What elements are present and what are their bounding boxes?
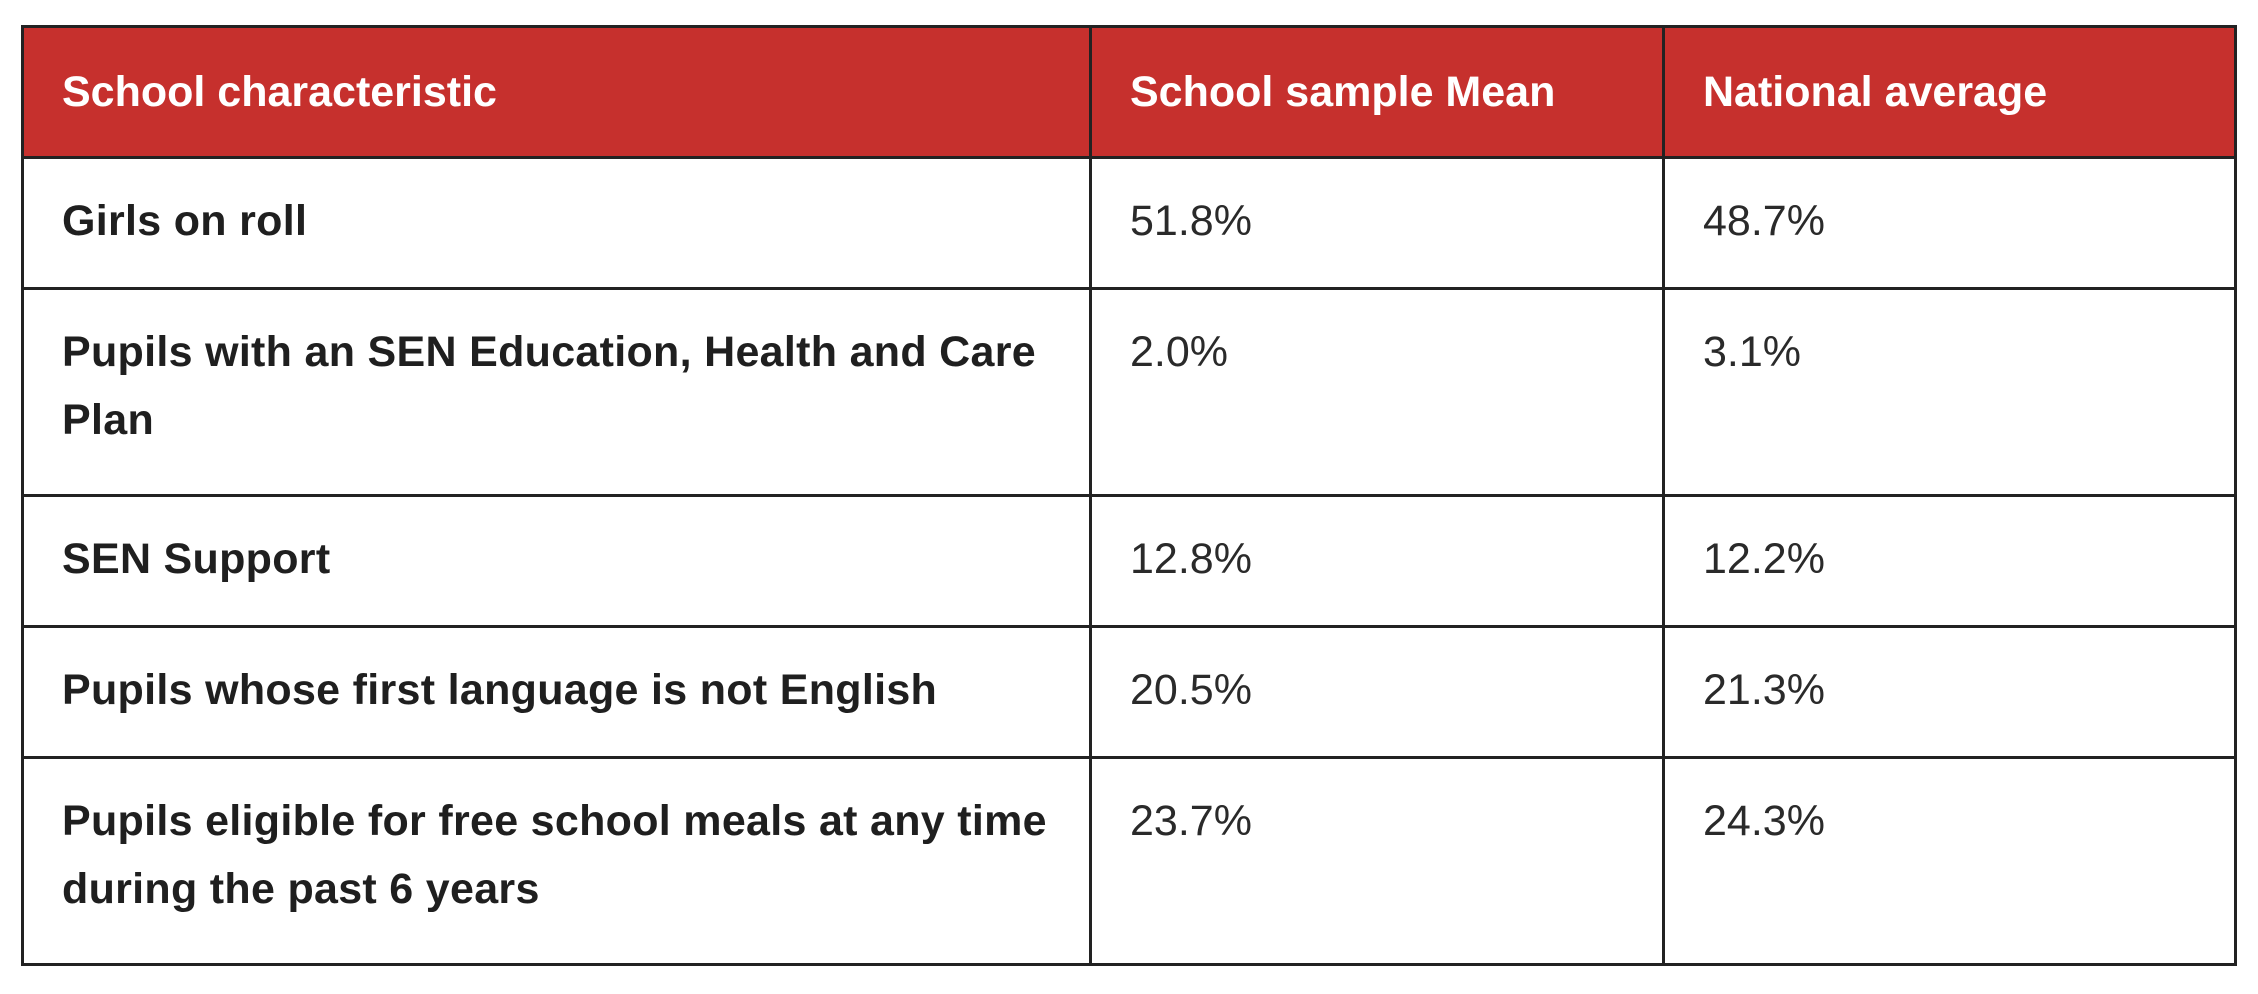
row-label: Pupils with an SEN Education, Health and…	[21, 287, 1092, 497]
row-label: SEN Support	[21, 494, 1092, 628]
sample-mean-cell: 20.5%	[1089, 625, 1665, 759]
table-row: Pupils whose first language is not Engli…	[21, 625, 2237, 759]
table-header-row: School characteristic School sample Mean…	[21, 25, 2237, 159]
row-label: Pupils whose first language is not Engli…	[21, 625, 1092, 759]
row-label: Girls on roll	[21, 156, 1092, 290]
sample-mean-cell: 51.8%	[1089, 156, 1665, 290]
national-average-cell: 24.3%	[1662, 756, 2237, 966]
sample-mean-cell: 2.0%	[1089, 287, 1665, 497]
sample-mean-cell: 23.7%	[1089, 756, 1665, 966]
table-row: SEN Support 12.8% 12.2%	[21, 494, 2237, 628]
national-average-cell: 12.2%	[1662, 494, 2237, 628]
table-row: Girls on roll 51.8% 48.7%	[21, 156, 2237, 290]
column-header-characteristic: School characteristic	[21, 25, 1092, 159]
national-average-cell: 48.7%	[1662, 156, 2237, 290]
column-header-national-average: National average	[1662, 25, 2237, 159]
table-row: Pupils with an SEN Education, Health and…	[21, 287, 2237, 497]
national-average-cell: 21.3%	[1662, 625, 2237, 759]
school-characteristics-table: School characteristic School sample Mean…	[21, 25, 2237, 966]
table-row: Pupils eligible for free school meals at…	[21, 756, 2237, 966]
column-header-sample-mean: School sample Mean	[1089, 25, 1665, 159]
sample-mean-cell: 12.8%	[1089, 494, 1665, 628]
national-average-cell: 3.1%	[1662, 287, 2237, 497]
row-label: Pupils eligible for free school meals at…	[21, 756, 1092, 966]
